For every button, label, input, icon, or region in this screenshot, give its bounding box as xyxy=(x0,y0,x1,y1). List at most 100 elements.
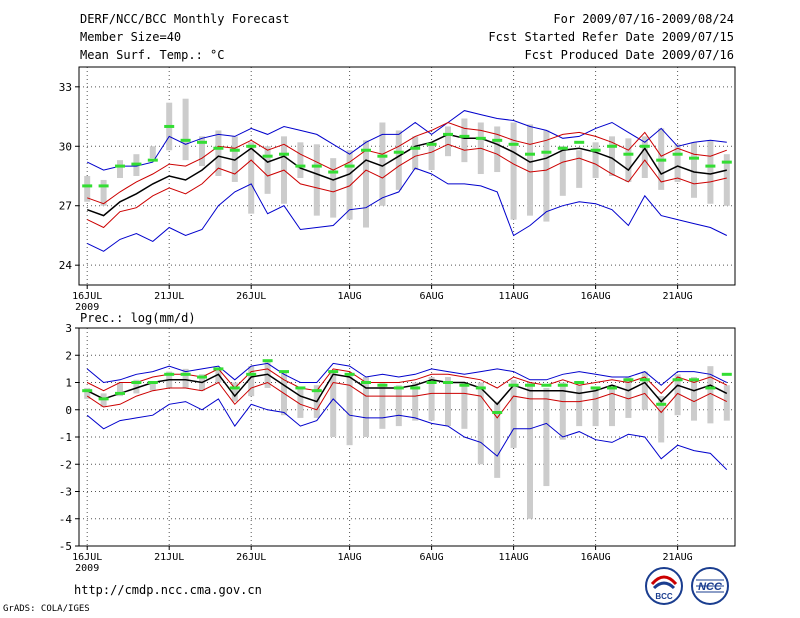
y-tick-label: 24 xyxy=(59,259,73,272)
observed-marker xyxy=(197,375,207,379)
y-tick-label: 0 xyxy=(65,404,72,417)
x-tick-label: 16JUL xyxy=(72,291,102,302)
observed-marker xyxy=(361,148,371,152)
observed-marker xyxy=(721,160,732,164)
observed-marker xyxy=(705,386,716,390)
observed-marker xyxy=(623,378,634,382)
observed-marker xyxy=(131,162,142,166)
ensemble-box xyxy=(625,138,632,182)
ensemble-mean-line xyxy=(86,133,727,217)
panel-frame xyxy=(78,66,736,286)
observed-marker xyxy=(623,152,634,156)
observed-marker xyxy=(393,150,404,154)
ensemble-box xyxy=(117,382,123,397)
x-tick-label: 11AUG xyxy=(499,552,529,563)
ensemble-box xyxy=(658,396,665,443)
observed-marker xyxy=(246,144,257,148)
observed-marker xyxy=(98,397,109,401)
x-tick-label: 16AUG xyxy=(581,291,611,302)
x-tick-label: 16JUL xyxy=(72,552,102,563)
fcst-started-date: Fcst Started Refer Date 2009/07/15 xyxy=(488,30,734,44)
observed-marker xyxy=(279,152,289,156)
ensemble-box xyxy=(510,379,517,448)
observed-marker xyxy=(262,359,273,363)
observed-marker xyxy=(459,383,470,387)
observed-marker xyxy=(279,370,289,374)
observed-marker xyxy=(229,386,240,390)
observed-marker xyxy=(475,136,486,140)
ensemble-box xyxy=(412,136,419,171)
observed-marker xyxy=(721,372,732,376)
ensemble-box xyxy=(707,140,714,204)
y-tick-label: -1 xyxy=(59,431,72,444)
ensemble-box xyxy=(691,142,697,198)
ensemble-box xyxy=(100,179,107,206)
ensemble-box xyxy=(182,368,189,388)
ensemble-box xyxy=(84,176,91,202)
observed-marker xyxy=(262,154,273,158)
observed-marker xyxy=(115,391,125,395)
source-url[interactable]: http://cmdp.ncc.cma.gov.cn xyxy=(74,583,262,597)
observed-marker xyxy=(689,378,699,382)
ensemble-box xyxy=(494,126,501,173)
max-line xyxy=(86,362,728,386)
observed-marker xyxy=(328,170,339,174)
observed-marker xyxy=(213,146,224,150)
min-line xyxy=(86,167,728,252)
observed-marker xyxy=(426,142,437,146)
observed-marker xyxy=(311,389,322,393)
ensemble-box xyxy=(527,382,533,519)
ensemble-box xyxy=(723,154,730,206)
observed-marker xyxy=(689,156,699,160)
x-tick-label: 11AUG xyxy=(499,291,529,302)
observed-marker xyxy=(590,148,601,152)
observed-marker xyxy=(672,378,683,382)
ensemble-box xyxy=(395,130,402,190)
observed-marker xyxy=(393,386,404,390)
observed-marker xyxy=(705,164,716,168)
ensemble-box xyxy=(412,382,419,421)
ensemble-box xyxy=(723,385,730,421)
y-tick-label: 2 xyxy=(65,349,72,362)
x-tick-label: 21AUG xyxy=(663,552,693,563)
upper-sd-line xyxy=(86,368,728,395)
x-tick-label: 1AUG xyxy=(338,552,362,563)
ensemble-box xyxy=(494,401,501,478)
observed-marker xyxy=(574,381,585,384)
observed-marker xyxy=(639,144,650,148)
lower-sd-line xyxy=(86,143,727,229)
ensemble-box xyxy=(215,368,222,383)
observed-marker xyxy=(508,142,519,146)
ensemble-box xyxy=(149,382,156,391)
observed-marker xyxy=(492,410,503,414)
chart-title: DERF/NCC/BCC Monthly Forecast xyxy=(80,12,290,26)
ensemble-box xyxy=(445,377,451,427)
ensemble-box xyxy=(363,140,369,228)
observed-marker xyxy=(82,389,93,393)
observed-marker xyxy=(147,381,158,384)
observed-marker xyxy=(180,372,191,376)
observed-marker xyxy=(607,144,617,148)
ensemble-box xyxy=(428,377,435,421)
variable-label: Mean Surf. Temp.: °C xyxy=(80,48,225,62)
observed-marker xyxy=(311,164,322,168)
ensemble-box xyxy=(559,382,566,440)
observed-marker xyxy=(508,383,519,387)
observed-marker xyxy=(164,124,175,128)
ensemble-box xyxy=(445,126,451,157)
lower-sd-line xyxy=(86,381,728,419)
ensemble-box xyxy=(576,385,583,427)
ensemble-box xyxy=(379,382,386,429)
member-size: Member Size=40 xyxy=(80,30,182,44)
x-tick-label: 26JUL xyxy=(236,291,266,302)
panel-title: Prec.: log(mm/d) xyxy=(80,311,196,325)
observed-marker xyxy=(656,158,667,162)
ensemble-box xyxy=(674,144,681,182)
ensemble-box xyxy=(264,146,271,194)
observed-marker xyxy=(98,184,109,188)
ensemble-box xyxy=(461,382,468,429)
observed-marker xyxy=(672,152,683,156)
observed-marker xyxy=(361,381,371,384)
observed-marker xyxy=(426,381,437,384)
ensemble-box xyxy=(84,387,91,399)
